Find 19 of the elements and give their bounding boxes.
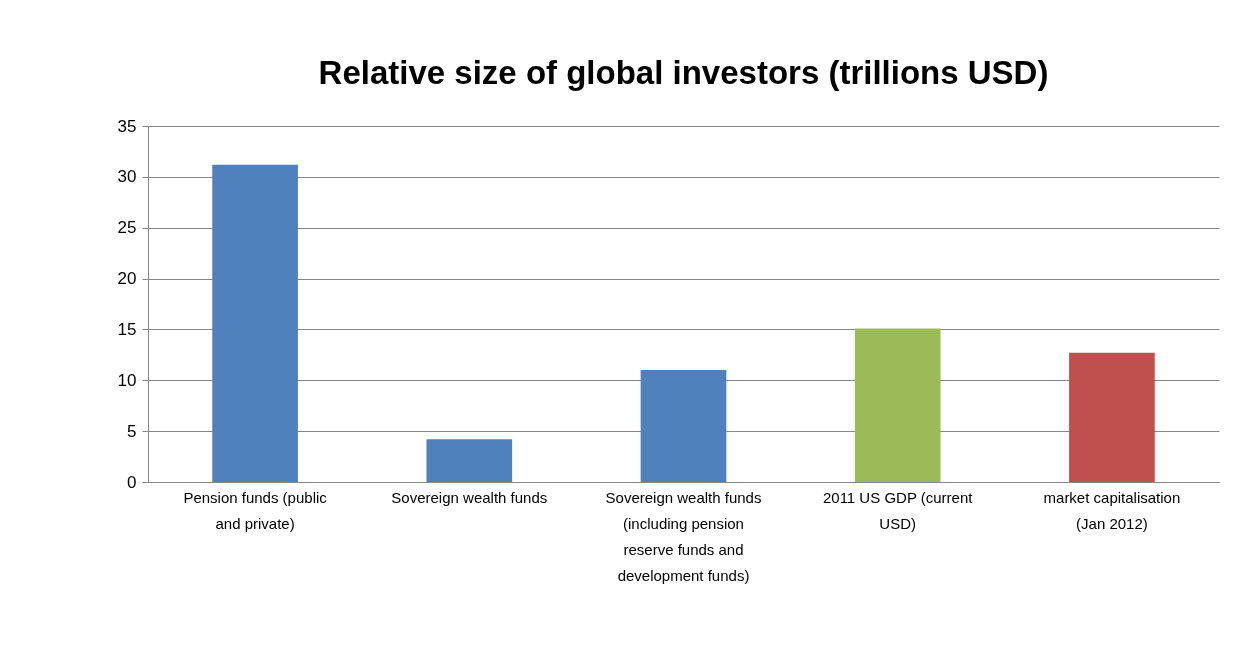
bar [426, 439, 513, 482]
y-tick-label: 20 [117, 269, 137, 289]
y-tick-label: 25 [117, 218, 137, 238]
y-tick-label: 30 [117, 167, 137, 187]
x-tick-label: Pension funds (public and private) [183, 488, 328, 532]
y-tick-label: 0 [127, 472, 137, 492]
x-tick-label: Sovereign wealth funds [391, 488, 548, 506]
x-tick-label: 2011 US GDP (current USD) [822, 488, 974, 532]
y-tick-label: 5 [127, 421, 137, 441]
bar [640, 370, 727, 482]
y-tick-label: 35 [117, 116, 137, 136]
y-tick-label: 10 [117, 370, 137, 390]
y-tick-label: 15 [117, 319, 137, 339]
bar [1069, 352, 1155, 482]
bar [854, 328, 941, 482]
x-tick-label: Sovereign wealth funds (including pension reserve funds and development funds) [605, 488, 762, 584]
chart-title: Relative size of global investors (trillions USD) [318, 54, 1049, 91]
x-tick-label: market capitalisation (Jan 2012) [1043, 488, 1181, 532]
bar [212, 164, 298, 482]
